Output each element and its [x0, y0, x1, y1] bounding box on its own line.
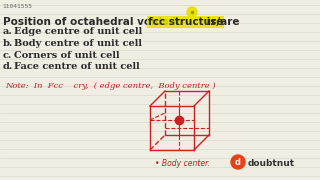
Circle shape: [187, 7, 197, 17]
Text: 11041555: 11041555: [2, 4, 32, 9]
Text: Edge centre of unit cell: Edge centre of unit cell: [14, 28, 142, 37]
Text: Face centre of unit cell: Face centre of unit cell: [14, 62, 140, 71]
Text: is/are: is/are: [203, 17, 239, 27]
Text: doubtnut: doubtnut: [248, 159, 295, 168]
Circle shape: [231, 155, 245, 169]
Text: Position of octahedral voids in: Position of octahedral voids in: [3, 17, 187, 27]
Text: c.: c.: [3, 51, 12, 60]
Text: • Body center.: • Body center.: [155, 159, 210, 168]
Text: b.: b.: [3, 39, 13, 48]
Text: a.: a.: [3, 28, 13, 37]
Text: d.: d.: [3, 62, 13, 71]
Text: Note:  In  Fcc    cry,  ( edge centre,  Body centre ): Note: In Fcc cry, ( edge centre, Body ce…: [5, 82, 216, 90]
Text: Body centre of unit cell: Body centre of unit cell: [14, 39, 142, 48]
Text: fcc structure: fcc structure: [148, 17, 223, 27]
Text: d: d: [235, 158, 241, 167]
Text: Corners of unit cell: Corners of unit cell: [14, 51, 120, 60]
